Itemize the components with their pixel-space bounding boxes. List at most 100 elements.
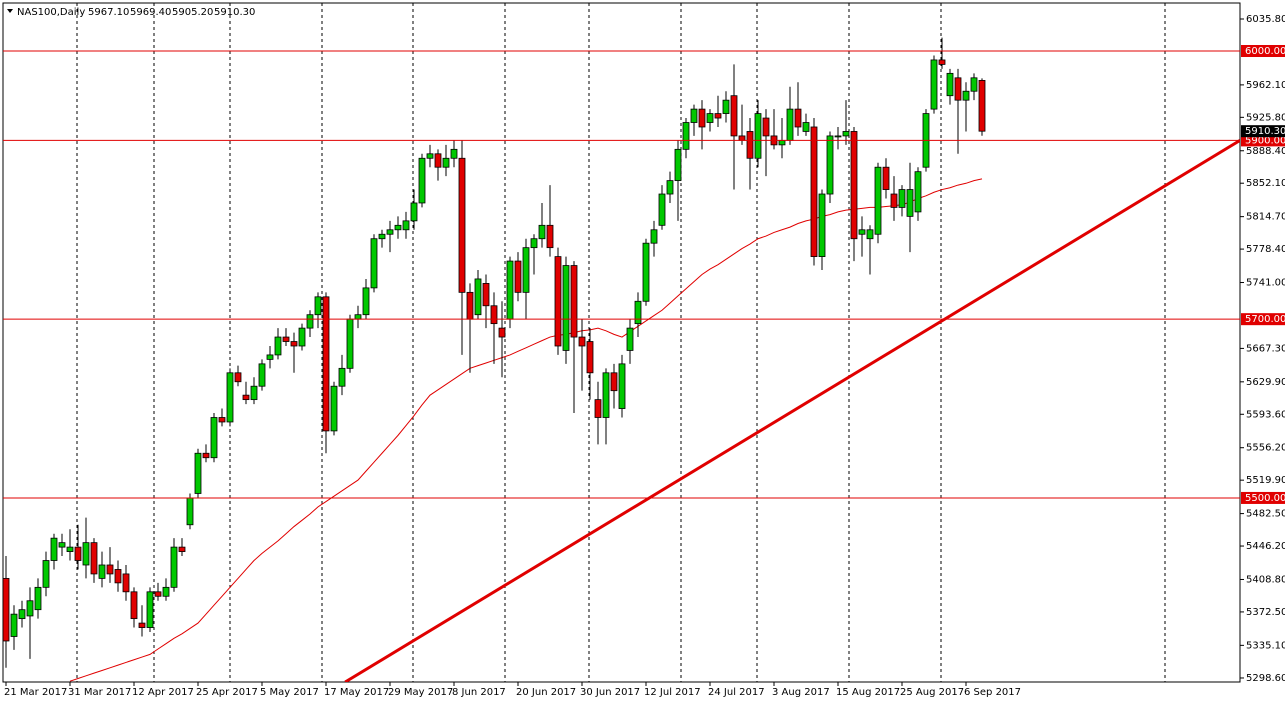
y-tick-label: 5335.10 xyxy=(1246,640,1285,651)
candle-body xyxy=(250,385,258,401)
candle-body xyxy=(778,139,786,146)
candle-body xyxy=(562,265,570,351)
x-tick-label: 8 Jun 2017 xyxy=(452,687,506,698)
candle-body xyxy=(890,193,898,208)
candle-body xyxy=(298,327,306,347)
y-tick-label: 5556.20 xyxy=(1246,443,1285,454)
candle-body xyxy=(698,108,706,128)
candle-body xyxy=(546,224,554,249)
candle-body xyxy=(450,148,458,159)
level-tag xyxy=(1241,45,1285,58)
y-tick-label: 5629.90 xyxy=(1246,377,1285,388)
x-tick-label: 3 Aug 2017 xyxy=(772,687,830,698)
y-tick-label: 5482.50 xyxy=(1246,509,1285,520)
candle-body xyxy=(874,166,882,235)
candle-body xyxy=(818,193,826,257)
plot-frame xyxy=(2,2,1241,683)
level-tag xyxy=(1241,134,1285,147)
candle-body xyxy=(370,238,378,289)
candle-body xyxy=(802,122,810,132)
menu-arrow[interactable] xyxy=(7,9,13,13)
candle-body xyxy=(658,193,666,226)
candle-body xyxy=(18,609,26,620)
candle-body xyxy=(138,622,146,628)
candle-body xyxy=(858,229,866,235)
candle-body xyxy=(130,591,138,620)
candle-body xyxy=(210,417,218,459)
candle-body xyxy=(954,77,962,101)
level-label: 5500.00 xyxy=(1245,493,1285,504)
candle-body xyxy=(258,363,266,387)
candle-body xyxy=(482,283,490,307)
x-tick-label: 25 Apr 2017 xyxy=(196,687,258,698)
candle-body xyxy=(3,577,10,642)
candle-body xyxy=(706,113,714,123)
candle-body xyxy=(466,291,474,320)
candle-body xyxy=(274,336,282,356)
candle-body xyxy=(314,296,322,316)
ohlc-high: 5969.40 xyxy=(130,7,171,18)
candle-body xyxy=(634,300,642,325)
y-tick-label: 5778.40 xyxy=(1246,244,1285,255)
candle-body xyxy=(386,229,394,235)
y-tick-label: 5888.40 xyxy=(1246,146,1285,157)
candle-body xyxy=(410,202,418,222)
candle-body xyxy=(186,497,194,526)
last-price-tag xyxy=(1241,125,1285,138)
candle-body xyxy=(282,336,290,342)
candle-body xyxy=(202,452,210,459)
x-tick-label: 17 May 2017 xyxy=(324,687,389,698)
candle-body xyxy=(170,546,178,588)
candle-body xyxy=(906,189,914,217)
candle-body xyxy=(106,564,114,575)
candle-body xyxy=(474,278,482,316)
candle-body xyxy=(970,77,978,92)
x-tick-label: 29 May 2017 xyxy=(388,687,453,698)
candle-body xyxy=(866,229,874,240)
x-tick-label: 6 Sep 2017 xyxy=(964,687,1021,698)
candle-body xyxy=(554,256,562,347)
x-tick-label: 21 Mar 2017 xyxy=(4,687,67,698)
candle-body xyxy=(914,171,922,213)
candle-body xyxy=(154,591,162,597)
candle-body xyxy=(218,417,226,423)
candle-body xyxy=(642,242,650,302)
plot-area xyxy=(3,37,1240,682)
candle-body xyxy=(98,564,106,579)
candle-body xyxy=(74,546,82,561)
candle-body xyxy=(586,341,594,374)
y-tick-label: 5408.80 xyxy=(1246,574,1285,585)
y-tick-label: 5372.50 xyxy=(1246,607,1285,618)
moving-average xyxy=(69,178,983,682)
candle-body xyxy=(946,72,954,97)
candle-body xyxy=(266,354,274,360)
candle-body xyxy=(626,327,634,351)
candle-body xyxy=(834,135,842,138)
level-label: 5700.00 xyxy=(1245,314,1285,325)
candle-body xyxy=(58,542,66,548)
candle-body xyxy=(690,108,698,123)
candle-body xyxy=(570,265,578,338)
candle-body xyxy=(730,95,738,137)
candle-body xyxy=(178,546,186,552)
y-tick-label: 5925.80 xyxy=(1246,112,1285,123)
level-tag xyxy=(1241,491,1285,504)
candle-body xyxy=(682,122,690,150)
ohlc-close: 5910.30 xyxy=(214,7,255,18)
candle-body xyxy=(538,224,546,240)
candle-body xyxy=(842,131,850,137)
candle-body xyxy=(34,586,42,611)
candle-body xyxy=(122,573,130,593)
candle-body xyxy=(26,600,34,617)
trendline xyxy=(344,139,1240,682)
candle-body xyxy=(594,399,602,418)
x-tick-label: 31 Mar 2017 xyxy=(68,687,131,698)
candle-body xyxy=(354,314,362,320)
ohlc-open: 5967.10 xyxy=(88,7,129,18)
candle-body xyxy=(786,108,794,141)
candle-body xyxy=(234,372,242,383)
candle-body xyxy=(610,372,618,392)
candle-body xyxy=(506,260,514,320)
y-tick-label: 5667.30 xyxy=(1246,343,1285,354)
